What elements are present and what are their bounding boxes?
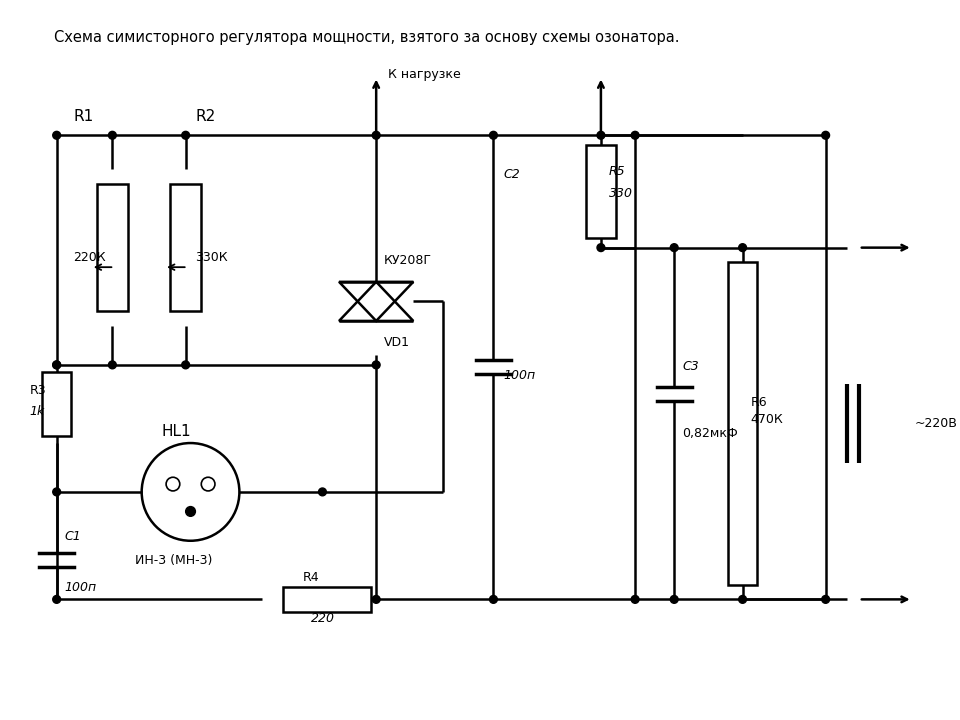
Circle shape: [597, 131, 605, 139]
Text: С3: С3: [682, 360, 699, 374]
Bar: [728, 262, 757, 585]
Circle shape: [181, 361, 189, 369]
Circle shape: [822, 131, 829, 139]
Circle shape: [738, 595, 747, 603]
Circle shape: [108, 361, 116, 369]
Text: ИН-3 (МН-3): ИН-3 (МН-3): [134, 554, 212, 567]
Text: 470К: 470К: [751, 413, 783, 426]
Text: 330: 330: [609, 187, 633, 200]
Text: ~220В: ~220В: [915, 417, 957, 430]
Circle shape: [372, 595, 380, 603]
Text: КУ208Г: КУ208Г: [384, 254, 432, 267]
Circle shape: [319, 488, 326, 496]
Text: 100п: 100п: [64, 581, 97, 594]
Circle shape: [670, 595, 678, 603]
Circle shape: [181, 131, 189, 139]
Text: К нагрузке: К нагрузке: [388, 68, 461, 81]
Text: C1: C1: [64, 531, 82, 544]
Circle shape: [372, 361, 380, 369]
Circle shape: [372, 131, 380, 139]
Circle shape: [185, 507, 196, 516]
Circle shape: [738, 244, 747, 251]
Bar: [283, 587, 372, 612]
Circle shape: [490, 131, 497, 139]
Text: 0,82мкФ: 0,82мкФ: [682, 427, 737, 440]
Text: R5: R5: [609, 166, 625, 179]
Text: С2: С2: [503, 168, 520, 181]
Circle shape: [631, 595, 639, 603]
Text: R6: R6: [751, 395, 767, 408]
Circle shape: [53, 131, 60, 139]
Text: Схема симисторного регулятора мощности, взятого за основу схемы озонатора.: Схема симисторного регулятора мощности, …: [54, 30, 680, 45]
Circle shape: [597, 244, 605, 251]
Text: 100п: 100п: [503, 369, 536, 382]
Text: HL1: HL1: [161, 424, 191, 438]
Text: R3: R3: [30, 384, 46, 397]
Circle shape: [631, 131, 639, 139]
Circle shape: [108, 131, 116, 139]
Text: 1k: 1k: [30, 405, 44, 418]
Circle shape: [490, 595, 497, 603]
Bar: [170, 184, 202, 311]
Text: VD1: VD1: [384, 336, 410, 349]
Text: 220К: 220К: [73, 251, 106, 264]
Circle shape: [822, 595, 829, 603]
Text: R2: R2: [196, 109, 216, 124]
Text: 330К: 330К: [196, 251, 228, 264]
Bar: [587, 145, 615, 238]
Bar: [42, 372, 71, 436]
Circle shape: [53, 488, 60, 496]
Text: 220: 220: [311, 613, 335, 626]
Circle shape: [670, 244, 678, 251]
Text: R4: R4: [303, 572, 320, 585]
Bar: [97, 184, 128, 311]
Circle shape: [53, 595, 60, 603]
Circle shape: [53, 361, 60, 369]
Circle shape: [53, 361, 60, 369]
Text: R1: R1: [73, 109, 93, 124]
